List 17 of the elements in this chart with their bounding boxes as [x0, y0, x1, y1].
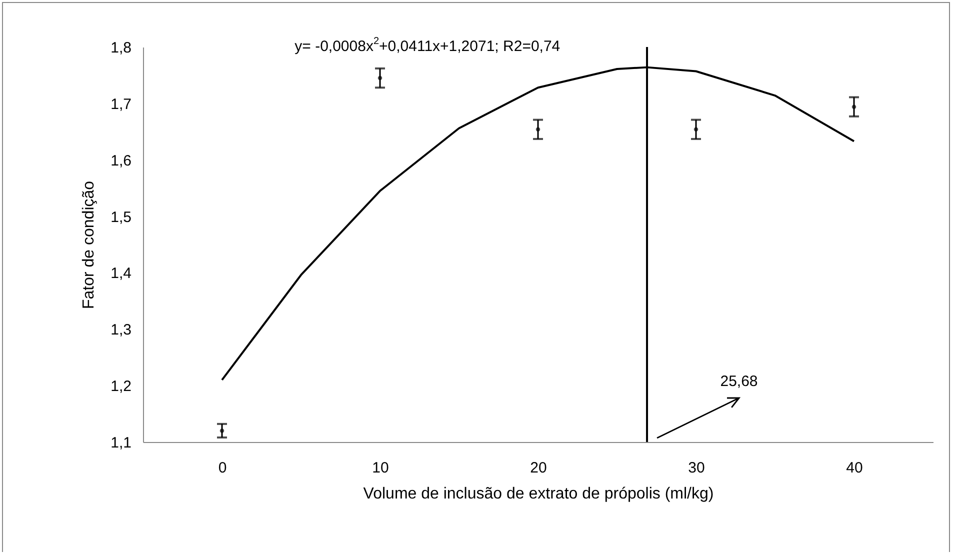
x-axis-title: Volume de inclusão de extrato de própolis (ml/kg)	[363, 486, 714, 502]
y-tick-label: 1,8	[110, 40, 132, 56]
y-tick-label: 1,2	[110, 378, 132, 396]
y-tick-label: 1,1	[110, 434, 132, 452]
y-axis-title: Fator de condição	[80, 180, 98, 310]
y-tick-label: 1,7	[110, 96, 132, 113]
x-tick-label: 40	[846, 460, 863, 476]
y-tick-label: 1,3	[110, 322, 132, 339]
x-tick-label: 30	[688, 460, 705, 476]
annotation: y= -0,0008x$^{2}$+0,0411x+1,2071; R2=0,74	[294, 36, 560, 55]
x-tick-label: 0	[218, 460, 227, 476]
y-tick-label: 1,4	[110, 265, 132, 282]
x-tick-label: 10	[372, 460, 389, 476]
x-tick-label: 20	[530, 460, 547, 476]
y-tick-label: 1,5	[110, 208, 132, 226]
annotation: 25,68	[720, 372, 758, 390]
y-tick-label: 1,6	[110, 152, 132, 170]
